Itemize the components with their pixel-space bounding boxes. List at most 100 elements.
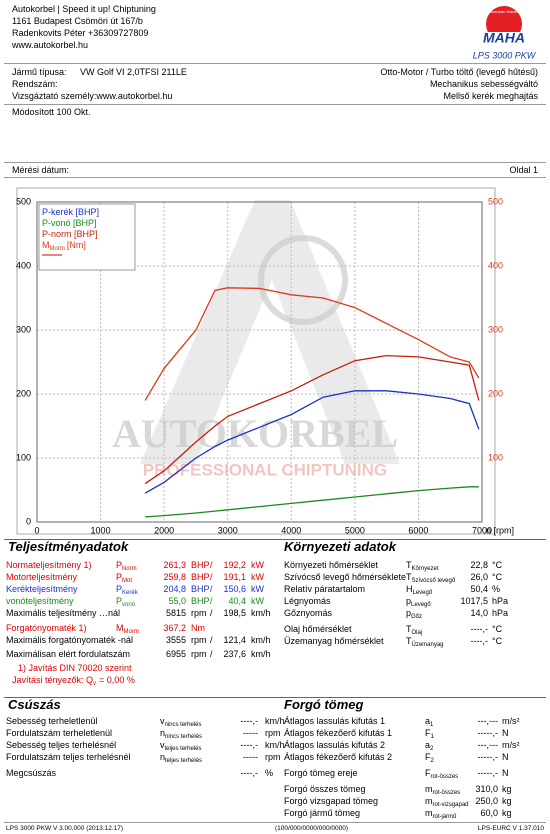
- row-unit: BHP: [191, 560, 210, 570]
- vehicle-spec: Otto-Motor / Turbo töltő (levegő hűtésű): [380, 67, 538, 77]
- row-value: -----: [243, 752, 258, 762]
- legend-text: P-vonó [BHP]: [42, 218, 97, 228]
- row-unit: rpm: [191, 608, 207, 618]
- row-label: Légnyomás: [284, 596, 331, 606]
- legend-text: P-norm [BHP]: [42, 229, 98, 239]
- row-value: ---,---: [477, 716, 498, 726]
- symbol-letter: H: [406, 584, 413, 594]
- symbol: PMot: [116, 572, 132, 587]
- row-value: -----,-: [477, 728, 498, 738]
- symbol-letter: p: [406, 596, 412, 606]
- symbol: mrot-összes: [425, 784, 460, 799]
- row-unit: hPa: [492, 596, 509, 606]
- symbol-sub: Szívócső levegő: [411, 578, 456, 584]
- symbol: TKörnyezet: [406, 560, 439, 575]
- row-unit: °C: [492, 572, 503, 582]
- row-value: 191,1: [223, 572, 246, 582]
- row-label: Forgó vizsgapad tömeg: [284, 796, 379, 806]
- legend-box: [38, 203, 136, 271]
- rule: [4, 177, 546, 178]
- symbol-sub: Levegő: [411, 602, 431, 608]
- symbol-sub: Norm: [122, 566, 137, 572]
- symbol-letter: T: [406, 636, 412, 646]
- y-tick-label: 100: [16, 452, 31, 462]
- footer-left: LPS 3000 PKW V 3.00.000 (2013.12.17): [6, 825, 124, 832]
- row-label: Üzemanyag hőmérséklet: [284, 636, 384, 646]
- row-unit: m/s²: [502, 740, 520, 750]
- row-unit: rpm: [265, 752, 281, 762]
- watermark-subtitle: PROFESSIONAL CHIPTUNING: [143, 460, 387, 479]
- note-rest: = 0,00 %: [99, 675, 135, 685]
- row-unit: kg: [502, 796, 512, 806]
- symbol: nteljes terhelés: [160, 752, 202, 767]
- symbol-sub: nincs terhelés: [165, 734, 203, 740]
- row-unit: /: [210, 584, 213, 594]
- row-value: 6955: [165, 649, 186, 659]
- row-value: 5815: [165, 608, 186, 618]
- symbol-sub: teljes terhelés: [165, 758, 203, 764]
- y-tick-label: 200: [16, 388, 31, 398]
- legend-text: P-kerék [BHP]: [42, 207, 99, 217]
- symbol-letter: n: [160, 752, 166, 762]
- symbol-letter: F: [425, 768, 431, 778]
- row-unit: rpm: [265, 728, 281, 738]
- rule: [4, 162, 546, 163]
- symbol: pGőz: [406, 608, 422, 623]
- series-line: [144, 354, 480, 485]
- row-label: Motorteljesítmény: [6, 572, 78, 582]
- row-label: Forgatónyomaték 1): [6, 623, 87, 633]
- symbol-letter: a: [425, 716, 431, 726]
- legend-entry: P-norm [BHP]: [42, 229, 98, 239]
- footer-right: LPS-EURC V 1.37.010: [477, 825, 544, 832]
- row-value: 40,4: [228, 596, 246, 606]
- symbol: nnincs terhelés: [160, 728, 202, 743]
- row-value: 237,6: [223, 649, 246, 659]
- symbol-sub: nincs terhelés: [164, 722, 202, 728]
- row-label: Átlagos lassulás kifutás 1: [284, 716, 386, 726]
- row-label: Sebesség terheletlenül: [6, 716, 98, 726]
- row-unit: kg: [502, 808, 512, 818]
- legend-text: [Nm]: [67, 240, 86, 250]
- symbol-letter: P: [116, 572, 123, 582]
- symbol-sub: Morm: [123, 629, 139, 635]
- section-title: Forgó tömeg: [284, 697, 364, 712]
- watermark-gauge: [258, 235, 348, 325]
- symbol-letter: a: [425, 740, 431, 750]
- rule: [4, 63, 546, 64]
- symbol-sub: vonó: [122, 602, 136, 608]
- symbol-sub: 1: [430, 722, 434, 728]
- symbol: vteljes terhelés: [160, 740, 202, 755]
- row-unit: rpm: [191, 635, 207, 645]
- symbol: mrot-vizsgapad: [425, 796, 469, 811]
- symbol: PKerék: [116, 584, 138, 599]
- row-label: Kerékteljesítmény: [6, 584, 78, 594]
- symbol: a1: [425, 716, 433, 731]
- row-unit: /: [210, 649, 213, 659]
- row-value: 26,0: [470, 572, 488, 582]
- row-unit: /: [210, 608, 213, 618]
- symbol-letter: F: [425, 728, 431, 738]
- vehicle-spec: Mellső kerék meghajtás: [443, 91, 538, 101]
- symbol-sub: 2: [430, 746, 434, 752]
- x-tick-label: 5000: [345, 525, 365, 535]
- symbol: PNorm: [116, 560, 137, 575]
- symbol-letter: P: [116, 560, 123, 570]
- row-value: -----,-: [477, 752, 498, 762]
- symbol-sub: teljes terhelés: [164, 746, 202, 752]
- row-unit: km/h: [251, 635, 271, 645]
- symbol-letter: F: [425, 752, 431, 762]
- watermark-title: AUTOKORBEL: [112, 411, 398, 456]
- row-value: ---,---: [477, 740, 498, 750]
- x-tick-label: 2000: [154, 525, 174, 535]
- row-label: Forgó tömeg ereje: [284, 768, 358, 778]
- row-value: -----: [243, 728, 258, 738]
- row-label: Fordulatszám teljes terhelésnél: [6, 752, 131, 762]
- row-value: ----,-: [240, 768, 259, 778]
- row-label: Megcsúszás: [6, 768, 57, 778]
- y-tick-label: 500: [16, 196, 31, 206]
- symbol-sub: rot-összes: [432, 790, 461, 796]
- row-label: Forgó összes tömeg: [284, 784, 366, 794]
- symbol-sub: Levegő: [412, 590, 433, 596]
- row-value: 3555: [165, 635, 186, 645]
- y-tick-label: 400: [16, 260, 31, 270]
